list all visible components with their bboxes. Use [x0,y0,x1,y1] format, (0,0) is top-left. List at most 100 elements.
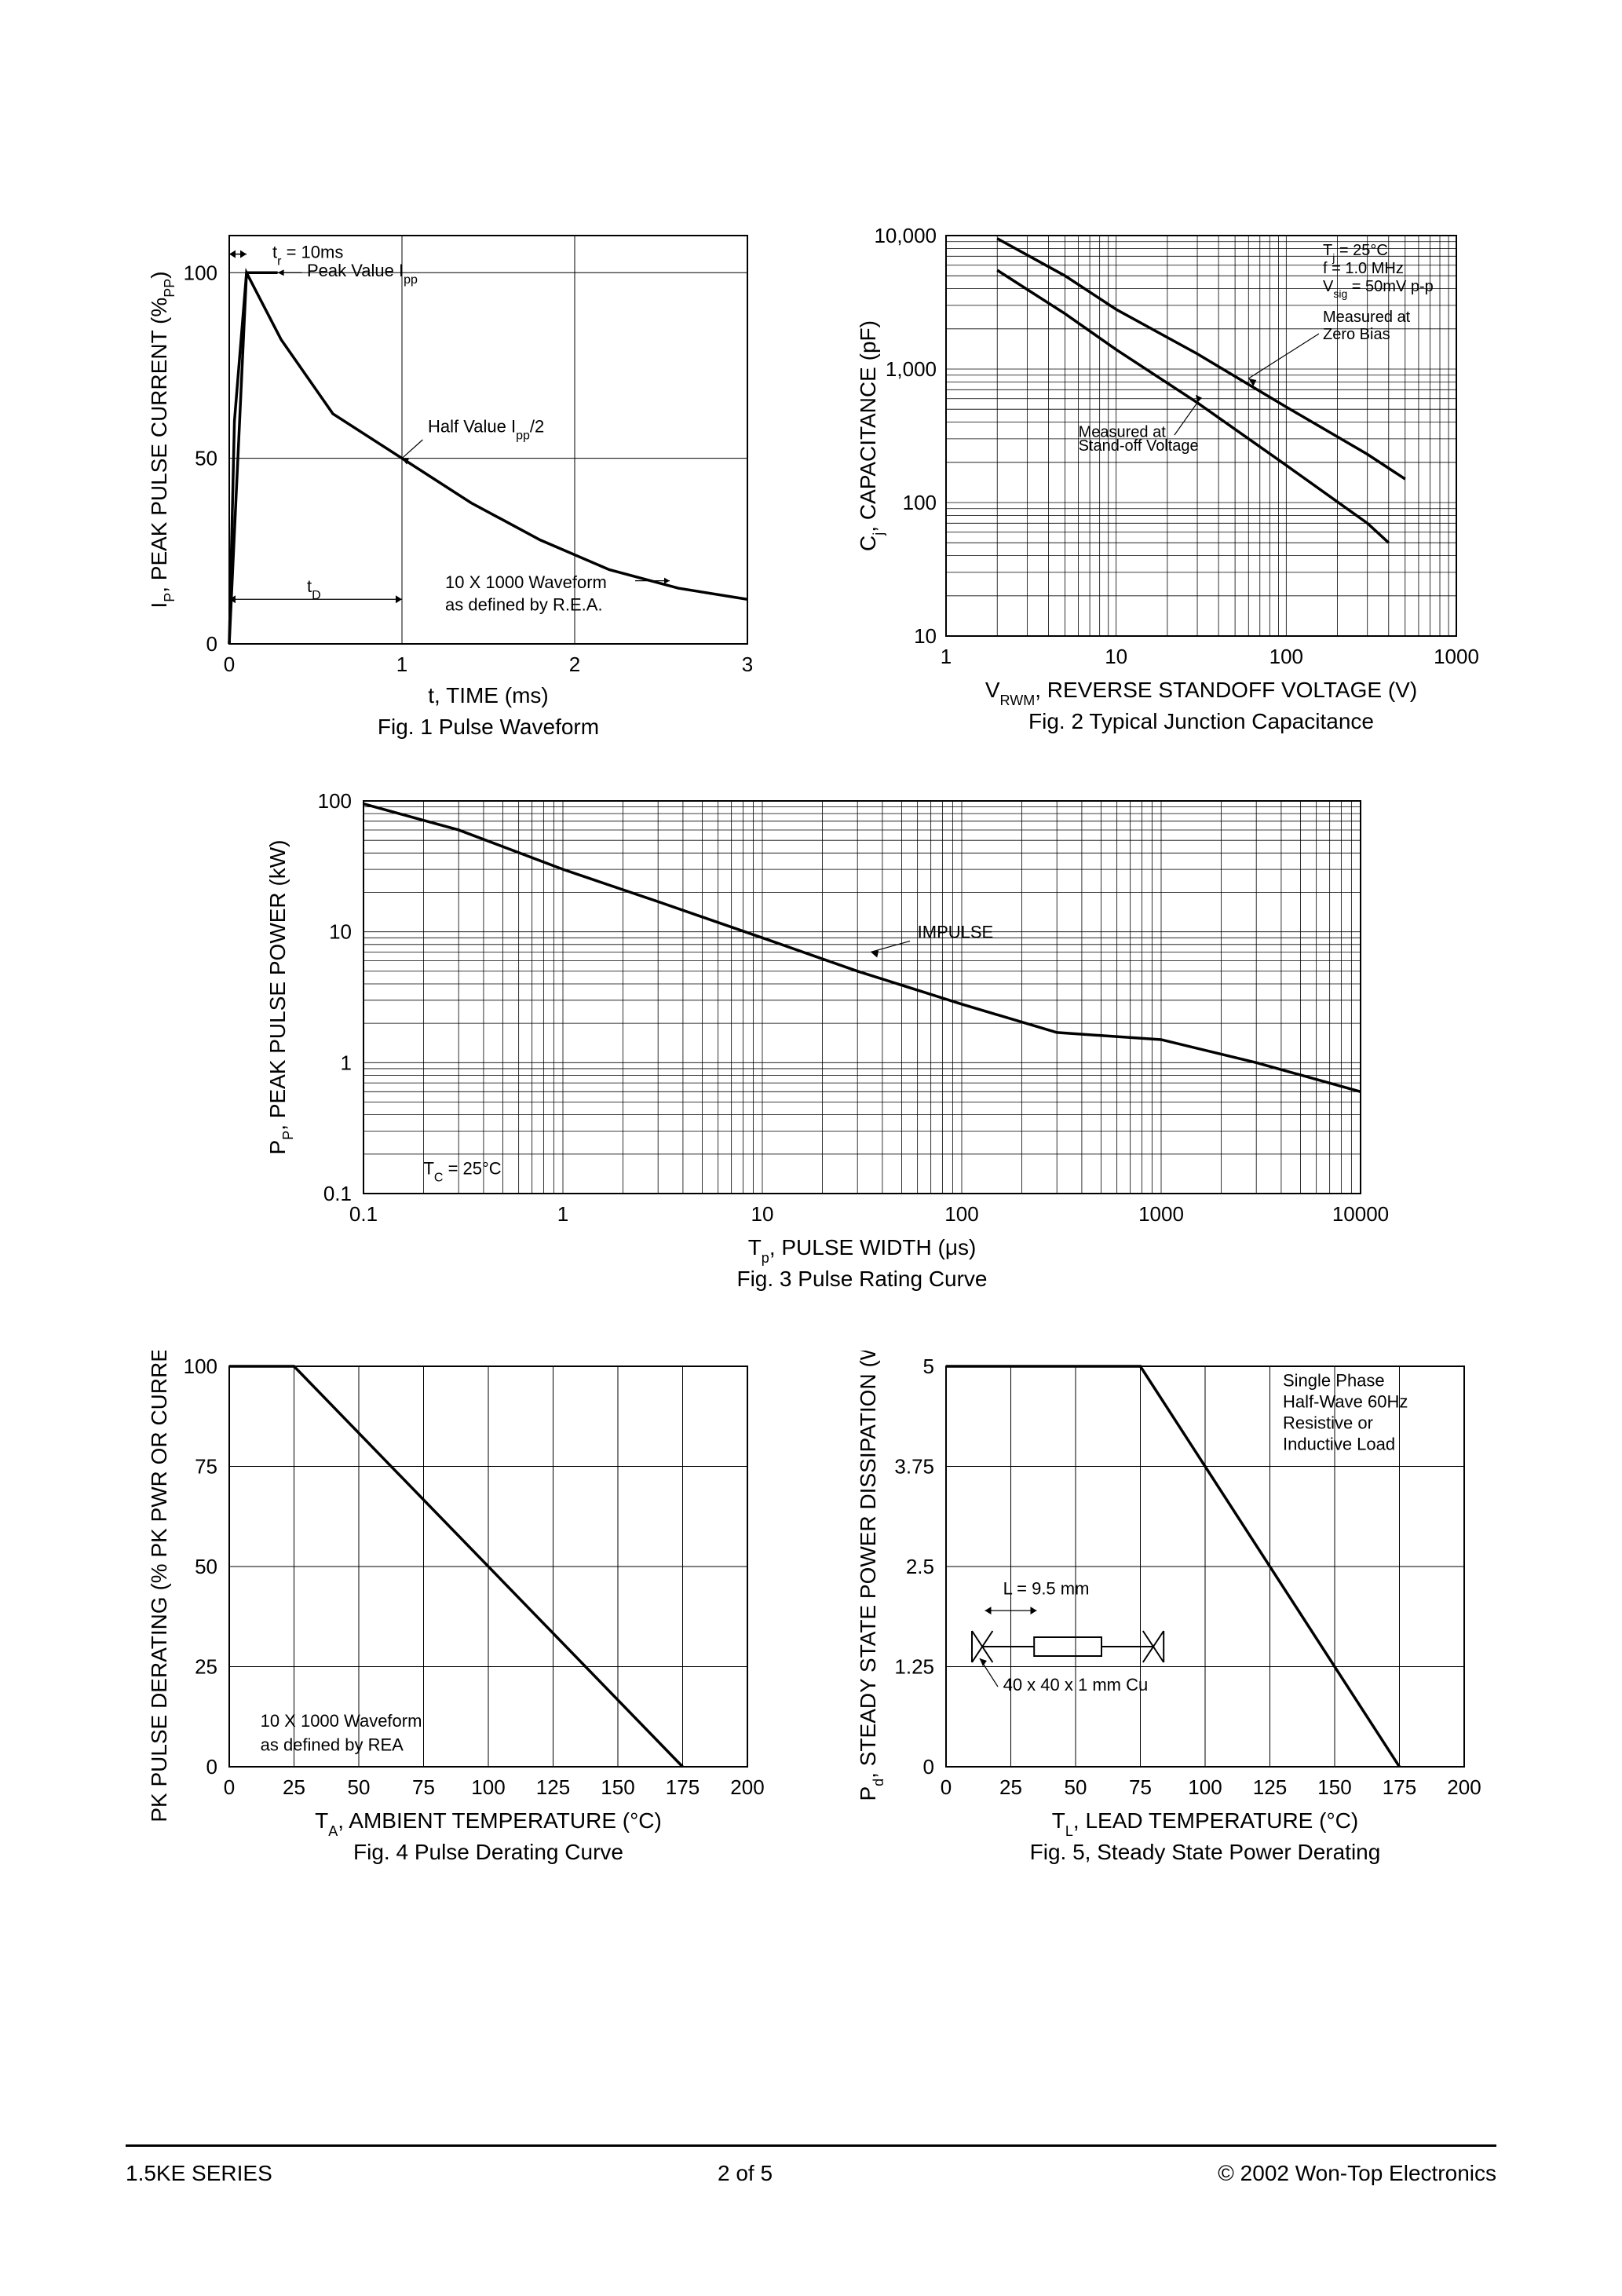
svg-text:100: 100 [902,491,936,514]
svg-text:40 x 40 x 1 mm Cu: 40 x 40 x 1 mm Cu [1003,1675,1148,1695]
svg-text:25: 25 [999,1775,1022,1799]
svg-text:200: 200 [730,1775,764,1799]
svg-text:25: 25 [283,1775,305,1799]
svg-text:0.1: 0.1 [323,1182,352,1205]
svg-text:Single Phase: Single Phase [1283,1370,1385,1390]
fig5-chart: 0 25 50 75 100 125 150 175 200 0 1.25 2.5 3.75 5 Singl… [844,1351,1488,1885]
svg-text:Fig. 4 Pulse Derating Curve: Fig. 4 Pulse Derating Curve [353,1840,623,1864]
svg-text:75: 75 [1129,1775,1152,1799]
fig2-cell: 1101001000101001,00010,000Tj = 25°Cf = 1… [835,220,1496,754]
svg-text:Fig. 3 Pulse Rating Curve: Fig. 3 Pulse Rating Curve [736,1267,987,1291]
svg-text:150: 150 [1317,1775,1351,1799]
svg-text:0: 0 [223,653,234,676]
svg-text:IMPULSE: IMPULSE [918,922,994,941]
svg-text:0.1: 0.1 [349,1202,378,1226]
svg-text:0: 0 [206,632,217,656]
fig4-chart: 0 25 50 75 100 125 150 175 200 0 25 50 75 100 10 X 100… [135,1351,779,1885]
copyright: © 2002 Won-Top Electronics [1218,2161,1496,2186]
svg-text:1000: 1000 [1434,645,1479,668]
svg-text:IP, PEAK PULSE CURRENT (%PP): IP, PEAK PULSE CURRENT (%PP) [147,271,177,608]
svg-text:f = 1.0 MHz: f = 1.0 MHz [1323,260,1404,277]
svg-text:1: 1 [341,1051,352,1074]
svg-text:10: 10 [914,624,937,648]
svg-text:10 X 1000 Waveform: 10 X 1000 Waveform [260,1711,422,1731]
svg-text:t, TIME (ms): t, TIME (ms) [428,683,548,707]
svg-text:10: 10 [751,1202,774,1226]
svg-text:Peak Value Ipp: Peak Value Ipp [307,261,418,287]
svg-text:10: 10 [329,920,352,944]
svg-text:1.25: 1.25 [894,1655,934,1679]
svg-text:10: 10 [1105,645,1127,668]
svg-text:10,000: 10,000 [874,224,937,247]
svg-text:50: 50 [1064,1775,1087,1799]
svg-text:75: 75 [412,1775,435,1799]
svg-text:Half Value Ipp/2: Half Value Ipp/2 [428,417,544,443]
svg-text:50: 50 [195,1555,217,1578]
svg-text:0: 0 [223,1775,234,1799]
svg-text:TA, AMBIENT TEMPERATURE (°C): TA, AMBIENT TEMPERATURE (°C) [315,1808,662,1839]
svg-text:3: 3 [741,653,752,676]
svg-text:100: 100 [471,1775,505,1799]
svg-text:1: 1 [557,1202,568,1226]
svg-text:1: 1 [396,653,407,676]
svg-text:1,000: 1,000 [885,357,936,381]
series-label: 1.5KE SERIES [126,2161,272,2186]
svg-text:100: 100 [1188,1775,1222,1799]
svg-text:Stand-off Voltage: Stand-off Voltage [1078,437,1198,455]
page-footer: 1.5KE SERIES 2 of 5 © 2002 Won-Top Elect… [126,2144,1496,2186]
svg-text:0: 0 [922,1755,933,1779]
svg-text:10000: 10000 [1332,1202,1389,1226]
svg-text:1000: 1000 [1138,1202,1184,1226]
svg-text:100: 100 [944,1202,978,1226]
fig2-chart: 1101001000101001,00010,000Tj = 25°Cf = 1… [844,220,1488,754]
fig5-cell: 0 25 50 75 100 125 150 175 200 0 1.25 2.5 3.75 5 Singl… [835,1351,1496,1885]
svg-text:as defined by REA: as defined by REA [260,1735,404,1755]
svg-text:TC = 25°C: TC = 25°C [423,1159,501,1185]
svg-text:tD: tD [307,576,321,602]
svg-text:100: 100 [183,261,217,284]
svg-text:0: 0 [206,1755,217,1779]
fig1-chart: 0123050100tr = 10msPeak Value IppHalf Va… [135,220,779,754]
fig3-cell: 0.1 1 10 100 1000 10000 0.1 1 10 100 TC = 25°C IMPU… [126,785,1496,1319]
svg-text:150: 150 [601,1775,634,1799]
svg-text:Fig. 2 Typical Junction Capaci: Fig. 2 Typical Junction Capacitance [1028,709,1374,733]
svg-text:1: 1 [940,645,951,668]
fig1-cell: 0123050100tr = 10msPeak Value IppHalf Va… [126,220,787,754]
svg-text:L = 9.5 mm: L = 9.5 mm [1003,1579,1089,1599]
svg-text:Measured at: Measured at [1323,309,1411,326]
svg-text:PP, PEAK PULSE POWER (kW): PP, PEAK PULSE POWER (kW) [265,840,296,1155]
svg-text:25: 25 [195,1655,217,1679]
svg-text:100: 100 [318,789,352,813]
charts-container: 0123050100tr = 10msPeak Value IppHalf Va… [126,220,1496,1885]
svg-text:Half-Wave 60Hz: Half-Wave 60Hz [1283,1391,1408,1411]
svg-text:as defined by R.E.A.: as defined by R.E.A. [445,594,603,614]
svg-text:175: 175 [1382,1775,1416,1799]
svg-text:Zero Bias: Zero Bias [1323,326,1390,343]
svg-text:Cj, CAPACITANCE (pF): Cj, CAPACITANCE (pF) [856,320,886,551]
svg-text:50: 50 [347,1775,370,1799]
svg-text:Tp, PULSE WIDTH (μs): Tp, PULSE WIDTH (μs) [748,1235,977,1266]
svg-text:5: 5 [922,1355,933,1378]
svg-text:200: 200 [1447,1775,1481,1799]
page-number: 2 of 5 [718,2161,773,2186]
fig4-cell: 0 25 50 75 100 125 150 175 200 0 25 50 75 100 10 X 100… [126,1351,787,1885]
svg-text:Resistive or: Resistive or [1283,1413,1373,1432]
svg-text:175: 175 [665,1775,699,1799]
svg-text:0: 0 [940,1775,951,1799]
svg-text:PK PULSE DERATING (% PK PWR OR: PK PULSE DERATING (% PK PWR OR CURRENT) [147,1351,171,1823]
svg-text:50: 50 [195,447,217,470]
svg-text:75: 75 [195,1455,217,1479]
svg-text:125: 125 [1252,1775,1286,1799]
svg-text:TL, LEAD TEMPERATURE (°C): TL, LEAD TEMPERATURE (°C) [1051,1808,1357,1839]
svg-text:100: 100 [1269,645,1302,668]
svg-text:Fig. 1 Pulse Waveform: Fig. 1 Pulse Waveform [377,715,598,739]
svg-text:3.75: 3.75 [894,1455,934,1479]
svg-text:Fig. 5, Steady State Power Der: Fig. 5, Steady State Power Derating [1029,1840,1380,1864]
svg-text:Inductive Load: Inductive Load [1283,1434,1395,1453]
svg-text:125: 125 [535,1775,569,1799]
svg-text:Pd, STEADY STATE POWER DISSIPA: Pd, STEADY STATE POWER DISSIPATION (W) [856,1351,886,1801]
svg-text:2.5: 2.5 [905,1555,933,1578]
svg-text:100: 100 [183,1355,217,1378]
svg-text:Vsig = 50mV p-p: Vsig = 50mV p-p [1323,278,1434,300]
svg-text:10 X 1000 Waveform: 10 X 1000 Waveform [445,572,607,592]
